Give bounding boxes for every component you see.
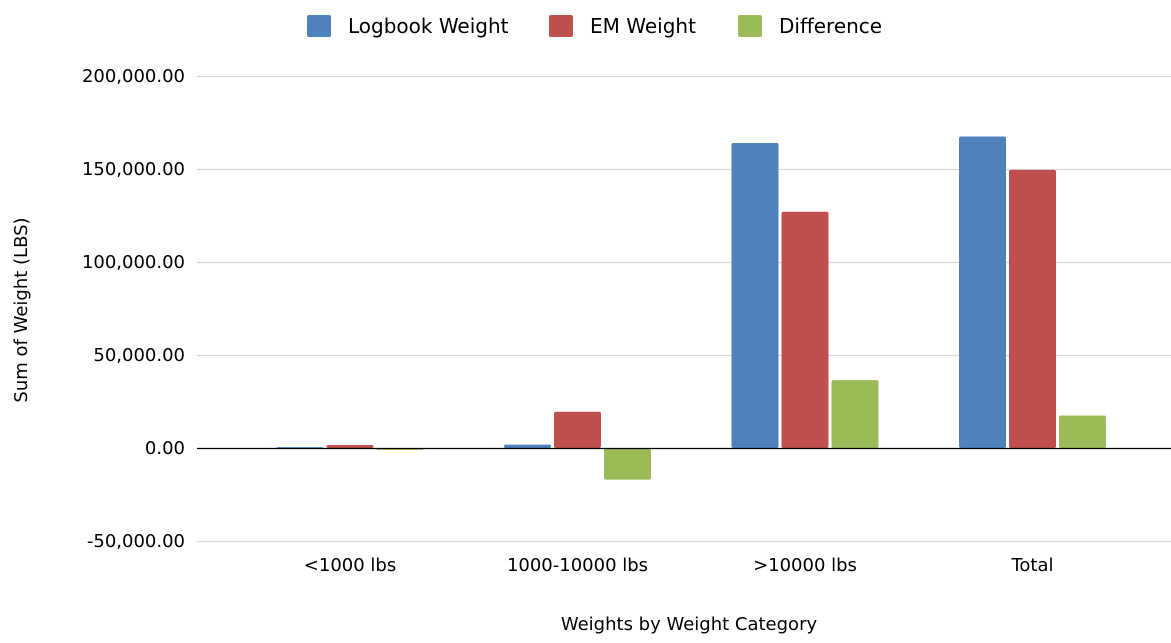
bar-logbook-weight: [959, 136, 1006, 448]
bar-difference: [832, 380, 879, 448]
x-category-labels: <1000 lbs 1000-10000 lbs >10000 lbs Total: [304, 555, 1054, 576]
legend-swatch: [307, 15, 331, 37]
legend-label: Logbook Weight: [348, 14, 509, 38]
legend-label: Difference: [779, 14, 882, 38]
y-tick-labels: -50,000.00 0.00 50,000.00 100,000.00 150,000…: [82, 66, 185, 552]
y-tick-label: 200,000.00: [82, 66, 185, 87]
x-category-label: Total: [1010, 555, 1053, 576]
y-tick-label: 50,000.00: [93, 345, 185, 366]
bar-difference: [604, 448, 651, 480]
bar-em-weight: [782, 212, 829, 448]
legend: Logbook Weight EM Weight Difference: [307, 14, 882, 38]
bar-em-weight: [327, 445, 374, 448]
y-tick-label: 150,000.00: [82, 159, 185, 180]
x-axis-title: Weights by Weight Category: [561, 614, 818, 635]
bar-logbook-weight: [732, 143, 779, 448]
y-tick-label: -50,000.00: [87, 531, 185, 552]
bars: [277, 136, 1107, 479]
y-tick-label: 0.00: [145, 438, 185, 459]
legend-swatch: [549, 15, 573, 37]
legend-swatch: [738, 15, 762, 37]
y-tick-label: 100,000.00: [82, 252, 185, 273]
bar-logbook-weight: [504, 445, 551, 448]
legend-label: EM Weight: [590, 14, 696, 38]
y-axis-title: Sum of Weight (LBS): [11, 217, 32, 402]
bar-difference: [1059, 415, 1106, 448]
x-category-label: 1000-10000 lbs: [507, 555, 648, 576]
x-category-label: <1000 lbs: [304, 555, 396, 576]
bar-em-weight: [1009, 170, 1056, 448]
x-category-label: >10000 lbs: [753, 555, 857, 576]
bar-em-weight: [554, 412, 601, 448]
